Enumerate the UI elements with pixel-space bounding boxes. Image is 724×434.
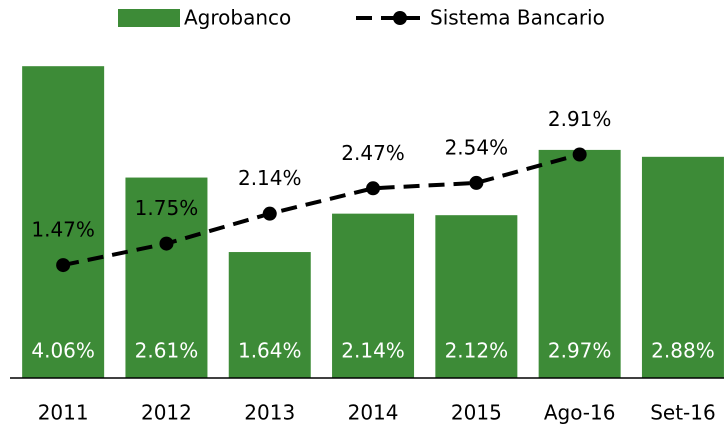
line-point [159, 236, 174, 251]
line-point [56, 258, 71, 273]
legend-label: Sistema Bancario [430, 6, 605, 30]
bar [125, 177, 208, 378]
line-label: 1.75% [135, 196, 199, 220]
line-label: 2.54% [445, 135, 509, 159]
bar [228, 252, 311, 378]
legend-marker [393, 11, 407, 25]
x-tick-label: 2015 [451, 401, 502, 425]
x-tick-label: 2013 [244, 401, 295, 425]
bar-label: 2.61% [135, 339, 199, 363]
line-point [262, 206, 277, 221]
line-point [469, 175, 484, 190]
bar [435, 215, 518, 378]
x-tick-label: 2012 [141, 401, 192, 425]
x-tick-label: Set-16 [650, 401, 716, 425]
bar-label: 1.64% [238, 339, 302, 363]
line-point [366, 181, 381, 196]
bar-label: 2.14% [341, 339, 405, 363]
line-label: 2.14% [238, 166, 302, 190]
line [62, 152, 581, 268]
bar-label: 2.12% [445, 339, 509, 363]
bar-label: 2.97% [548, 339, 612, 363]
line-point [572, 147, 587, 162]
x-tick-label: 2014 [348, 401, 399, 425]
line-label: 2.47% [341, 141, 405, 165]
bar-label: 2.88% [651, 339, 715, 363]
bar [332, 213, 415, 378]
bar-label: 4.06% [31, 339, 95, 363]
legend-label: Agrobanco [184, 6, 291, 30]
bar [538, 149, 621, 378]
x-tick-label: Ago-16 [544, 401, 616, 425]
bar [641, 156, 724, 378]
x-tick-label: 2011 [38, 401, 89, 425]
line-label: 2.91% [548, 107, 612, 131]
bar [22, 66, 105, 378]
line-label: 1.47% [31, 218, 95, 242]
legend-swatch [118, 9, 180, 27]
